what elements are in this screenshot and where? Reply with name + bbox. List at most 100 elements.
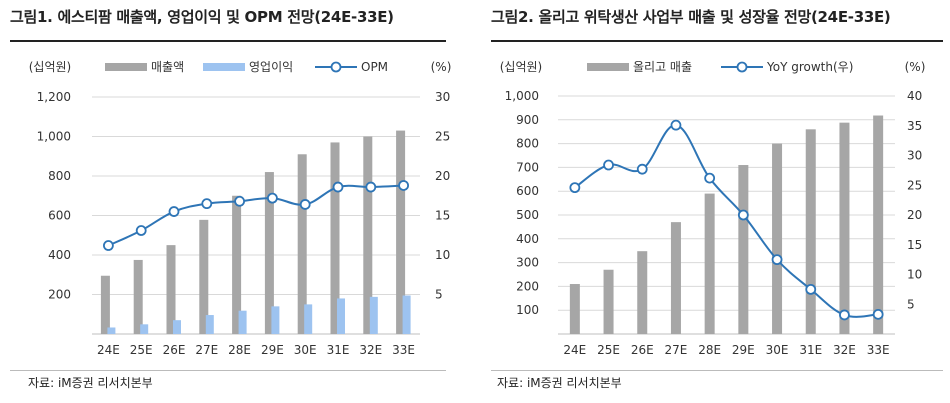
category-label: 31E <box>327 343 350 357</box>
figure2-title: 그림2. 올리고 위탁생산 사업부 매출 및 성장율 전망(24E-33E) <box>491 8 891 26</box>
figure1-title-rule <box>10 40 446 42</box>
line-OPM <box>107 184 404 247</box>
bar-올리고 매출 <box>873 115 884 335</box>
right-axis-unit: (%) <box>905 60 926 74</box>
category-label: 32E <box>359 343 382 357</box>
legend-marker-OPM <box>330 61 342 73</box>
category-label: 30E <box>294 343 317 357</box>
right-tick-label: 20 <box>435 169 450 183</box>
right-tick-label: 5 <box>907 297 915 311</box>
left-tick-label: 600 <box>516 184 539 198</box>
right-tick-label: 25 <box>907 178 922 192</box>
category-label: 33E <box>867 343 890 357</box>
legend-swatch-매출액 <box>105 63 147 71</box>
bar-영업이익 <box>205 315 214 334</box>
category-label: 33E <box>392 343 415 357</box>
category-label: 32E <box>833 343 856 357</box>
right-tick-label: 5 <box>435 288 443 302</box>
point-YoY growth(우) <box>603 159 614 171</box>
point-OPM <box>168 206 180 217</box>
figure2-chart: (십억원) (%) 100 200 300 400 500 600 700 800 900 1,000… <box>500 60 926 357</box>
legend-label: YoY growth(우) <box>766 60 853 74</box>
left-tick-label: 1,000 <box>37 130 71 144</box>
bar-매출액 <box>199 219 209 334</box>
legend-label: OPM <box>361 60 388 74</box>
legend-label: 매출액 <box>151 60 184 74</box>
bar-매출액 <box>264 172 274 334</box>
left-axis-unit: (십억원) <box>29 60 71 74</box>
figure1-source: 자료: iM증권 리서치본부 <box>28 376 153 390</box>
left-axis-unit: (십억원) <box>500 60 542 74</box>
left-tick-label: 600 <box>48 209 71 223</box>
bar-영업이익 <box>140 324 149 334</box>
bar-영업이익 <box>173 320 181 334</box>
bar-올리고 매출 <box>670 222 681 334</box>
bar-올리고 매출 <box>839 122 850 334</box>
figure1-title: 그림1. 에스티팜 매출액, 영업이익 및 OPM 전망(24E-33E) <box>10 8 394 26</box>
legend-marker-YoY growth(우) <box>736 61 748 73</box>
point-YoY growth(우) <box>737 209 749 221</box>
bar-영업이익 <box>304 304 313 334</box>
bar-매출액 <box>232 195 242 334</box>
left-tick-label: 300 <box>516 256 539 270</box>
bar-영업이익 <box>107 327 116 334</box>
right-tick-label: 20 <box>907 208 922 222</box>
bar-영업이익 <box>271 306 280 334</box>
category-label: 29E <box>261 343 284 357</box>
category-label: 27E <box>665 343 688 357</box>
left-tick-label: 500 <box>516 208 539 222</box>
point-YoY growth(우) <box>704 172 716 184</box>
point-OPM <box>266 192 278 204</box>
right-tick-label: 25 <box>435 130 450 144</box>
bar-올리고 매출 <box>738 165 749 334</box>
figure1-chart: (십억원) (%) 200 400 600 800 1,000 1,200 5 10 15 20 25 3… <box>29 60 452 357</box>
right-tick-label: 35 <box>907 119 922 133</box>
left-tick-label: 900 <box>516 113 539 127</box>
legend-label: 올리고 매출 <box>633 60 692 74</box>
right-tick-label: 40 <box>907 89 922 103</box>
left-tick-label: 800 <box>48 169 71 183</box>
category-label: 25E <box>597 343 620 357</box>
point-YoY growth(우) <box>569 182 581 194</box>
bar-영업이익 <box>402 295 411 334</box>
point-OPM <box>398 180 410 191</box>
legend-label: 영업이익 <box>249 60 293 74</box>
category-label: 26E <box>631 343 654 357</box>
bar-매출액 <box>100 275 110 334</box>
right-tick-label: 10 <box>435 248 450 262</box>
bar-올리고 매출 <box>637 251 648 334</box>
legend-swatch-영업이익 <box>203 63 245 71</box>
bar-올리고 매출 <box>603 269 614 334</box>
category-label: 28E <box>228 343 251 357</box>
bar-매출액 <box>396 130 406 334</box>
bar-매출액 <box>330 142 340 334</box>
left-tick-label: 400 <box>48 248 71 262</box>
point-OPM <box>201 198 213 210</box>
point-YoY growth(우) <box>771 254 783 266</box>
bar-영업이익 <box>337 298 345 334</box>
bar-영업이익 <box>238 310 247 334</box>
right-tick-label: 15 <box>435 209 450 223</box>
category-label: 31E <box>799 343 822 357</box>
point-OPM <box>365 181 377 193</box>
category-label: 24E <box>97 343 120 357</box>
right-tick-label: 15 <box>907 238 922 252</box>
bar-매출액 <box>363 136 373 334</box>
bar-매출액 <box>133 259 143 334</box>
figure2-title-rule <box>491 40 943 42</box>
right-axis-unit: (%) <box>431 60 452 74</box>
left-tick-label: 700 <box>516 160 539 174</box>
point-OPM <box>103 240 114 251</box>
point-YoY growth(우) <box>839 309 850 321</box>
right-tick-label: 30 <box>907 149 922 163</box>
bar-영업이익 <box>369 296 378 334</box>
point-OPM <box>332 181 344 193</box>
bar-매출액 <box>166 245 176 334</box>
line-YoY growth(우) <box>574 124 879 318</box>
left-tick-label: 800 <box>516 137 539 151</box>
category-label: 26E <box>163 343 186 357</box>
bar-올리고 매출 <box>805 129 816 334</box>
category-label: 29E <box>732 343 755 357</box>
bar-올리고 매출 <box>569 284 580 334</box>
left-tick-label: 200 <box>48 288 71 302</box>
